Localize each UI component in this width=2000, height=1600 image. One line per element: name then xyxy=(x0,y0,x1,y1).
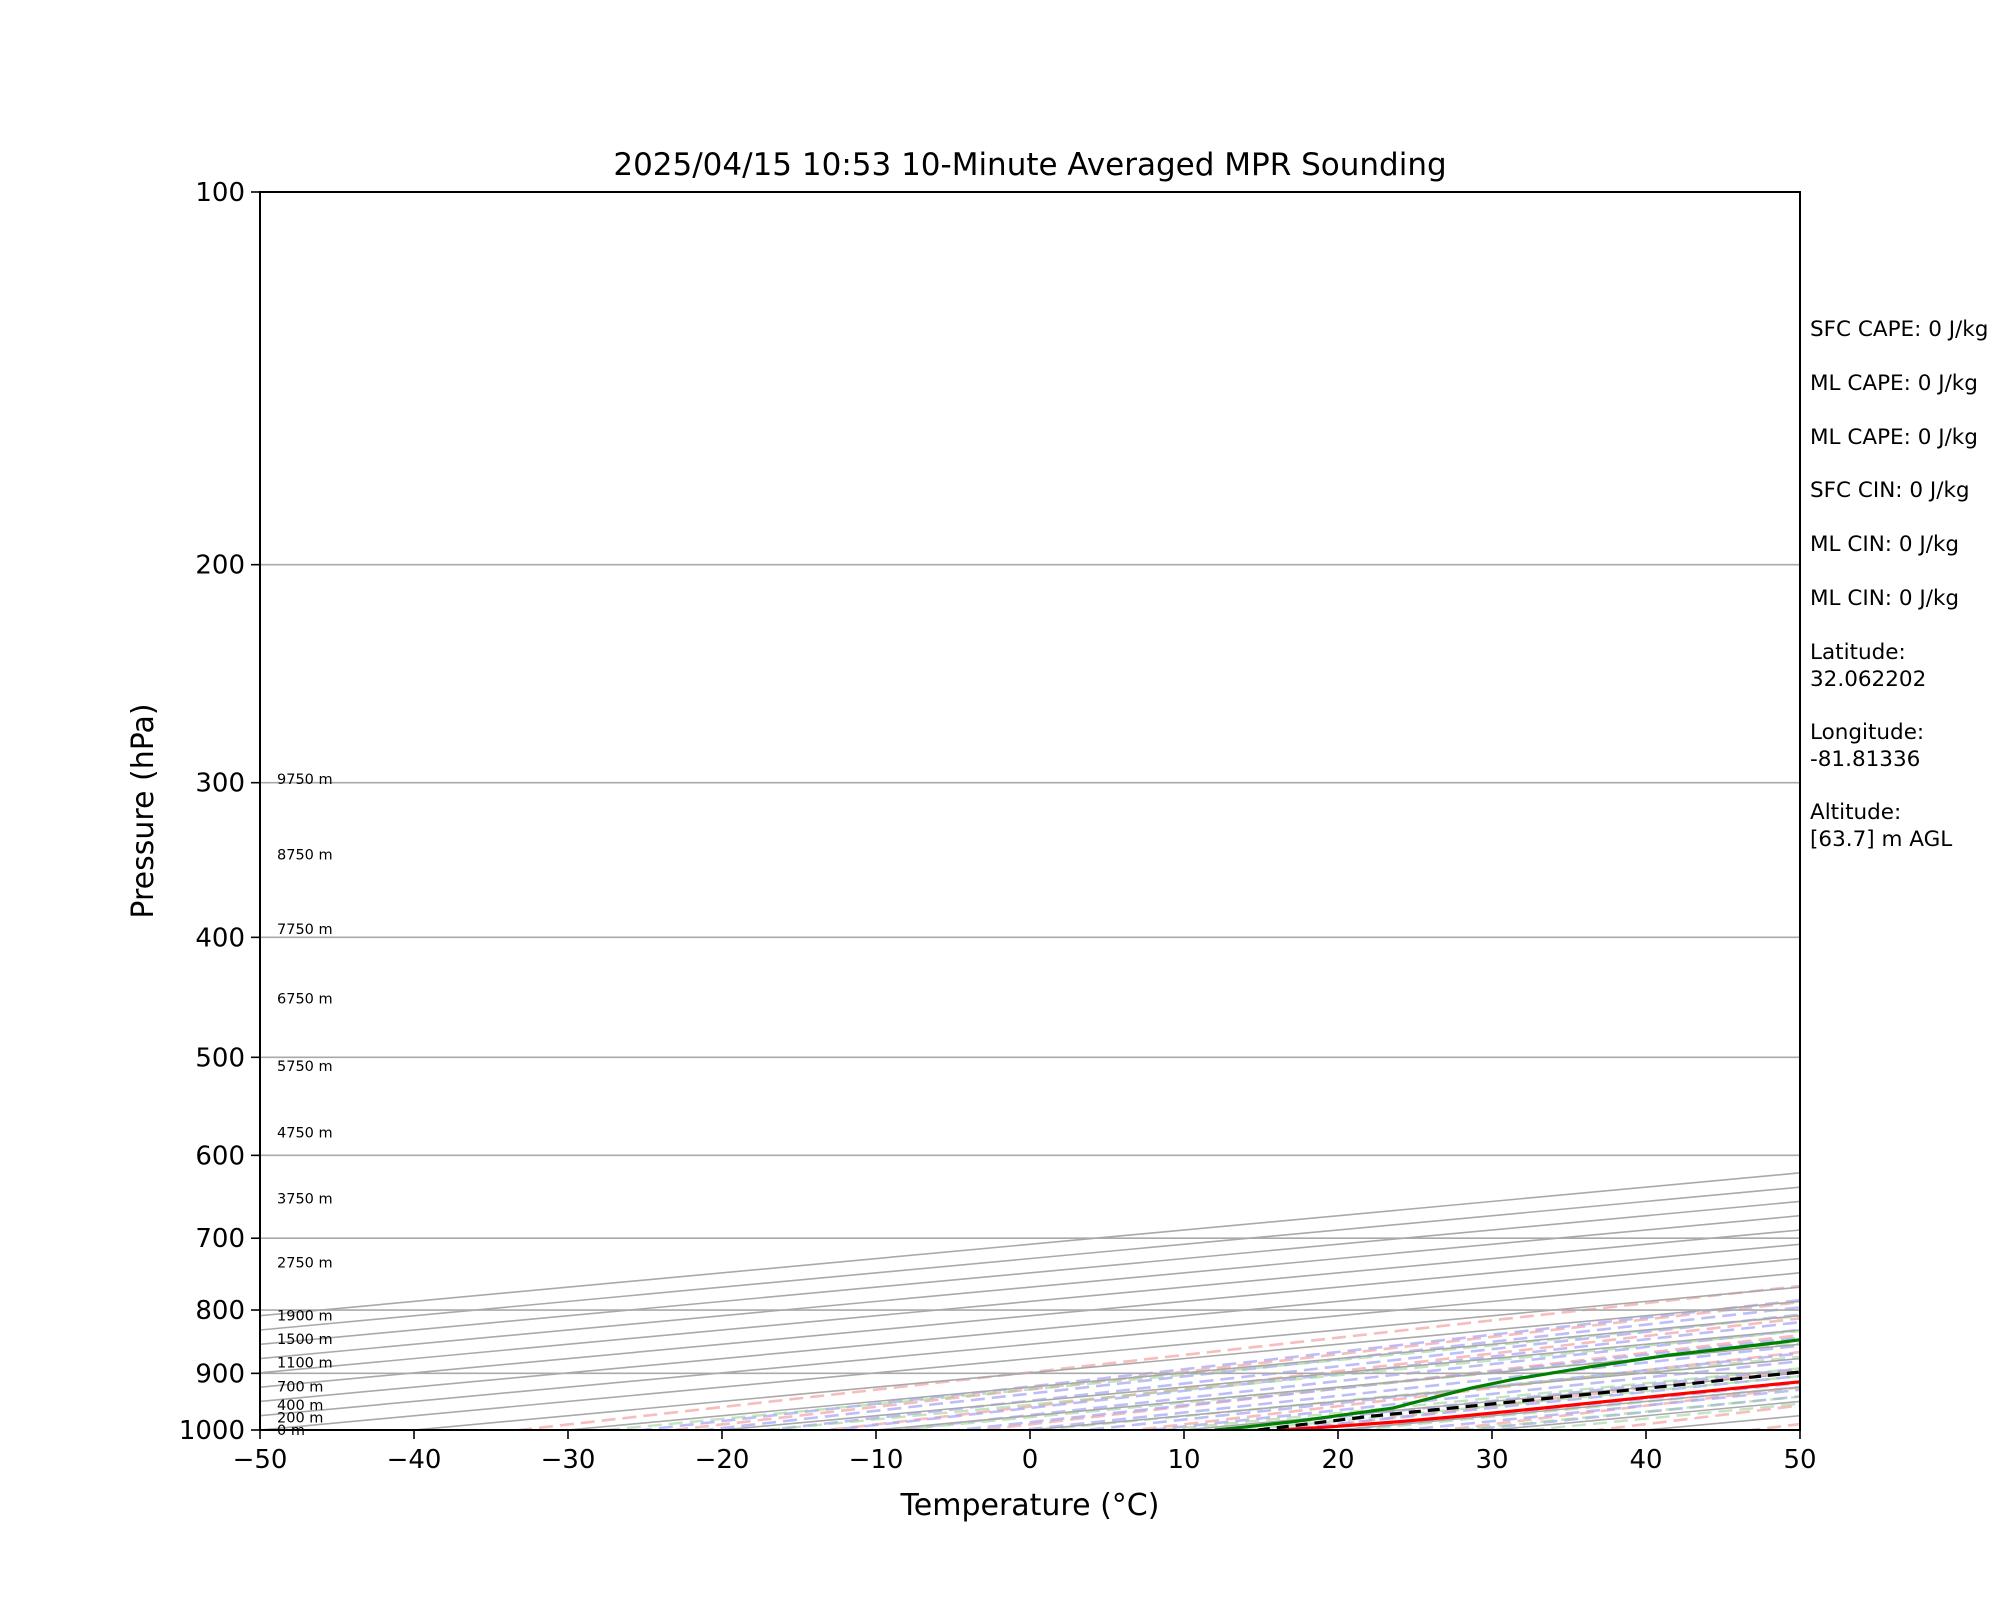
side-annotation: Altitude: [63.7] m AGL xyxy=(1810,800,1953,852)
moist-adiabat xyxy=(1074,1352,1800,1430)
y-tick-label: 400 xyxy=(195,923,245,953)
isotherm xyxy=(260,1214,1800,1360)
dry-adiabat xyxy=(508,1284,1800,1430)
isotherm xyxy=(260,1200,1800,1346)
mixing-ratio-line xyxy=(766,1329,1800,1430)
y-tick-label: 900 xyxy=(195,1359,245,1389)
isotherm xyxy=(260,1257,1800,1403)
moist-adiabat xyxy=(693,1306,1800,1430)
isotherm xyxy=(260,1172,1800,1317)
height-label: 7750 m xyxy=(277,922,333,938)
height-label: 1900 m xyxy=(277,1308,333,1324)
y-tick-label: 300 xyxy=(195,769,245,799)
height-label: 3750 m xyxy=(277,1191,333,1207)
moist-adiabat xyxy=(882,1328,1800,1430)
mixing-ratio-line xyxy=(605,1314,1800,1430)
height-label: 1100 m xyxy=(277,1355,333,1371)
background-lines xyxy=(260,192,1800,1430)
side-annotation: Latitude: 32.062202 xyxy=(1810,640,1927,692)
moist-adiabat xyxy=(756,1313,1800,1430)
isotherm xyxy=(260,1243,1800,1388)
y-axis-ticks: 100 200 300 400 500 600 700 800 900 1000 xyxy=(179,178,260,1446)
moist-adiabat xyxy=(946,1336,1800,1430)
x-tick-label: −50 xyxy=(233,1445,288,1475)
mixing-ratio-line xyxy=(1161,1367,1800,1430)
x-tick-label: 40 xyxy=(1629,1445,1662,1475)
side-annotation: ML CAPE: 0 J/kg xyxy=(1810,425,1978,450)
dry-adiabat xyxy=(816,1317,1800,1430)
isotherm xyxy=(413,1300,1800,1430)
moist-adiabat xyxy=(819,1320,1800,1430)
dewpoint-line xyxy=(1214,1338,1800,1430)
y-tick-label: 1000 xyxy=(179,1416,245,1446)
height-label: 5750 m xyxy=(277,1059,333,1075)
y-tick-label: 600 xyxy=(195,1141,245,1171)
height-label: 8750 m xyxy=(277,848,333,864)
y-axis-label: Pressure (hPa) xyxy=(126,703,161,918)
moist-adiabat xyxy=(630,1298,1800,1430)
y-tick-label: 100 xyxy=(195,178,245,208)
side-annotation: Longitude: -81.81336 xyxy=(1810,720,1925,772)
y-tick-label: 200 xyxy=(195,551,245,581)
height-label: 400 m xyxy=(277,1398,323,1414)
chart-title: 2025/04/15 10:53 10-Minute Averaged MPR … xyxy=(613,147,1446,183)
y-tick-label: 700 xyxy=(195,1224,245,1254)
y-tick-label: 500 xyxy=(195,1043,245,1073)
isotherm xyxy=(260,1272,1800,1417)
x-tick-label: −10 xyxy=(849,1445,904,1475)
isotherm xyxy=(721,1329,1800,1430)
isotherm xyxy=(260,1186,1800,1331)
x-tick-label: 0 xyxy=(1022,1445,1039,1475)
x-tick-label: 20 xyxy=(1321,1445,1354,1475)
height-label: 2750 m xyxy=(277,1255,333,1271)
height-label: 9750 m xyxy=(277,772,333,788)
x-tick-label: 30 xyxy=(1475,1445,1508,1475)
dry-adiabat xyxy=(1124,1350,1800,1430)
side-annotation: SFC CAPE: 0 J/kg xyxy=(1810,317,1989,342)
side-annotation: ML CIN: 0 J/kg xyxy=(1810,586,1960,611)
x-tick-label: 50 xyxy=(1783,1445,1816,1475)
height-label: 1500 m xyxy=(277,1332,333,1348)
side-annotation: SFC CIN: 0 J/kg xyxy=(1810,478,1970,503)
height-label: 700 m xyxy=(277,1379,323,1395)
isotherm xyxy=(260,1286,1800,1430)
x-tick-label: 10 xyxy=(1167,1445,1200,1475)
mixing-ratio-line xyxy=(1243,1374,1800,1430)
mixing-ratio-line xyxy=(1039,1355,1800,1430)
y-tick-label: 800 xyxy=(195,1296,245,1326)
x-tick-label: −20 xyxy=(695,1445,750,1475)
x-tick-label: −30 xyxy=(541,1445,596,1475)
side-annotation: ML CIN: 0 J/kg xyxy=(1810,532,1960,557)
dry-adiabat xyxy=(662,1300,1800,1430)
x-tick-label: −40 xyxy=(387,1445,442,1475)
height-label: 6750 m xyxy=(277,991,333,1007)
height-label: 200 m xyxy=(277,1410,323,1426)
x-axis-label: Temperature (°C) xyxy=(900,1488,1160,1523)
height-label: 4750 m xyxy=(277,1125,333,1141)
x-axis-ticks: −50 −40 −30 −20 −10 0 10 20 30 40 50 xyxy=(233,1430,1817,1475)
parcel-line xyxy=(1257,1370,1800,1430)
temperature-line xyxy=(1277,1380,1800,1430)
sounding-series xyxy=(1214,1338,1800,1430)
isotherm xyxy=(567,1314,1800,1430)
isotherm xyxy=(260,1229,1800,1374)
side-annotation: ML CAPE: 0 J/kg xyxy=(1810,371,1978,396)
